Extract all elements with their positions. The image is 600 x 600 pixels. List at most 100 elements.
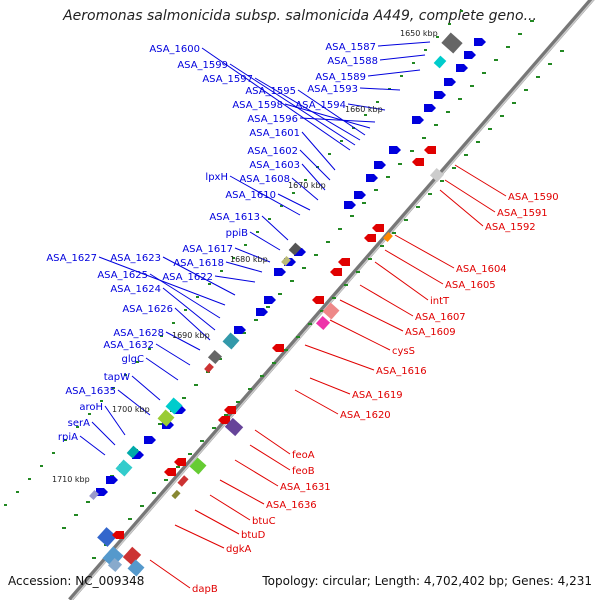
skew-dot bbox=[344, 284, 348, 286]
gene-leader-line bbox=[249, 444, 291, 471]
gene-leader-line bbox=[145, 357, 179, 381]
gene-feature-arrow bbox=[164, 468, 176, 476]
gene-label: ASA_1613 bbox=[209, 212, 260, 223]
skew-dot bbox=[52, 452, 55, 454]
gene-label: ASA_1607 bbox=[415, 312, 466, 323]
gene-feature-arrow bbox=[424, 104, 436, 112]
skew-dot bbox=[548, 63, 552, 65]
skew-dot bbox=[476, 141, 480, 143]
skew-dot bbox=[464, 154, 468, 156]
gene-feature-arrow bbox=[312, 296, 324, 304]
skew-dot bbox=[448, 23, 451, 25]
gene-label: ASA_1604 bbox=[456, 264, 507, 275]
skew-dot bbox=[404, 219, 408, 221]
gene-leader-line bbox=[229, 175, 301, 216]
skew-dot bbox=[268, 218, 271, 220]
gene-feature-arrow bbox=[364, 234, 376, 242]
skew-dot bbox=[398, 163, 402, 165]
gene-label: feoB bbox=[292, 466, 315, 477]
gene-label: tapW bbox=[104, 372, 130, 383]
skew-dot bbox=[296, 336, 300, 338]
skew-dot bbox=[40, 465, 43, 467]
gene-feature-arrow bbox=[354, 191, 366, 199]
gene-feature-block bbox=[322, 302, 340, 320]
gene-feature-block bbox=[281, 256, 291, 266]
skew-dot bbox=[244, 244, 247, 246]
gene-label: ASA_1624 bbox=[110, 284, 161, 295]
gene-leader-line bbox=[261, 215, 289, 241]
gene-label: ASA_1600 bbox=[149, 44, 200, 55]
gene-leader-line bbox=[394, 234, 455, 269]
skew-dot bbox=[184, 309, 187, 311]
gene-feature-arrow bbox=[274, 268, 286, 276]
skew-dot bbox=[260, 375, 264, 377]
skew-dot bbox=[506, 46, 510, 48]
gene-feature-block bbox=[89, 490, 99, 500]
gene-label: ASA_1626 bbox=[122, 304, 173, 315]
skew-dot bbox=[208, 283, 211, 285]
gene-feature-arrow bbox=[464, 51, 476, 59]
gene-label: ASA_1603 bbox=[249, 160, 300, 171]
gene-leader-line bbox=[439, 189, 484, 227]
gene-feature-arrow bbox=[330, 268, 342, 276]
skew-dot bbox=[512, 102, 516, 104]
skew-dot bbox=[16, 491, 19, 493]
skew-dot bbox=[76, 426, 79, 428]
gene-leader-line bbox=[384, 249, 444, 285]
gene-label: ASA_1589 bbox=[315, 72, 366, 83]
skew-dot bbox=[160, 335, 163, 337]
gene-label: ASA_1594 bbox=[295, 100, 346, 111]
gene-leader-line bbox=[219, 479, 265, 505]
gene-feature-arrow bbox=[366, 174, 378, 182]
kbp-tick-label: 1670 kbp bbox=[288, 181, 326, 190]
skew-dot bbox=[470, 85, 474, 87]
kbp-tick-label: 1680 kbp bbox=[230, 255, 268, 264]
gene-leader-line bbox=[155, 343, 191, 366]
gene-leader-line bbox=[149, 559, 191, 589]
skew-dot bbox=[28, 478, 31, 480]
gene-leader-line bbox=[367, 69, 421, 77]
gene-feature-arrow bbox=[344, 201, 356, 209]
skew-dot bbox=[374, 189, 378, 191]
gene-leader-line bbox=[454, 164, 507, 197]
gene-label: dapB bbox=[192, 584, 218, 595]
gene-leader-line bbox=[379, 54, 426, 61]
kbp-tick-label: 1650 kbp bbox=[400, 29, 438, 38]
skew-dot bbox=[458, 98, 462, 100]
gene-feature-arrow bbox=[144, 436, 156, 444]
skew-dot bbox=[188, 453, 192, 455]
skew-dot bbox=[314, 254, 318, 256]
skew-dot bbox=[280, 205, 283, 207]
gene-feature-arrow bbox=[456, 64, 468, 72]
gene-leader-line bbox=[131, 375, 161, 401]
gene-label: ASA_1636 bbox=[266, 500, 317, 511]
skew-dot bbox=[212, 427, 216, 429]
skew-dot bbox=[182, 397, 186, 399]
gene-leader-line bbox=[165, 331, 201, 351]
skew-dot bbox=[400, 75, 403, 77]
gene-label: ASA_1608 bbox=[239, 174, 290, 185]
skew-dot bbox=[278, 293, 282, 295]
skew-dot bbox=[488, 128, 492, 130]
gene-label: ASA_1632 bbox=[103, 340, 154, 351]
gene-leader-line bbox=[162, 256, 236, 296]
skew-dot bbox=[440, 180, 444, 182]
skew-dot bbox=[248, 388, 252, 390]
skew-dot bbox=[88, 413, 91, 415]
skew-dot bbox=[292, 192, 295, 194]
skew-dot bbox=[482, 72, 486, 74]
gene-label: cysS bbox=[392, 346, 415, 357]
gene-feature-block bbox=[97, 527, 117, 547]
gene-leader-line bbox=[209, 494, 251, 521]
skew-dot bbox=[428, 193, 432, 195]
gene-label: ASA_1609 bbox=[405, 327, 456, 338]
gene-feature-arrow bbox=[96, 488, 108, 496]
gene-leader-line bbox=[225, 261, 263, 273]
skew-dot bbox=[152, 492, 156, 494]
gene-label: intT bbox=[430, 296, 450, 307]
gene-leader-line bbox=[359, 284, 414, 317]
skew-dot bbox=[412, 62, 415, 64]
skew-dot bbox=[328, 153, 331, 155]
skew-dot bbox=[332, 297, 336, 299]
